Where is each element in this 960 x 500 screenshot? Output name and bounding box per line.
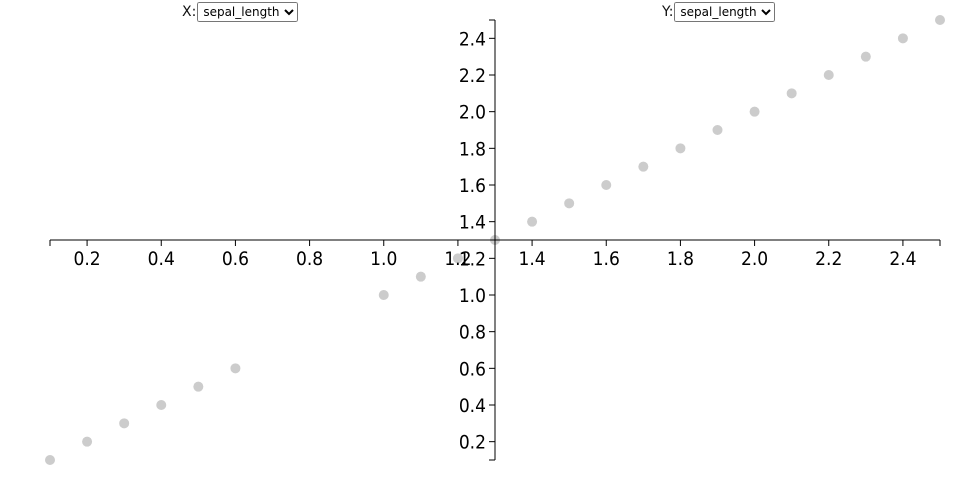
data-point: [45, 455, 55, 465]
data-point: [415, 271, 426, 282]
data-point: [230, 363, 241, 374]
y-tick-label: 1.0: [459, 285, 486, 307]
data-point: [897, 33, 908, 44]
y-axis-control: Y: sepal_length: [662, 2, 776, 22]
y-tick-label: 0.8: [459, 322, 486, 344]
y-tick-label: 0.6: [459, 358, 486, 380]
data-point: [935, 15, 945, 25]
x-axis: 0.2 0.4 0.6 0.8 1.0 1.2 1.4 1.6 1.8 2.0 2.2 2.4: [49, 239, 941, 270]
x-tick-label: 0.2: [73, 248, 100, 270]
data-point: [860, 51, 871, 62]
data-point: [638, 161, 649, 172]
data-point: [119, 418, 130, 429]
x-tick-label: 1.4: [518, 248, 545, 270]
y-tick-label: 2.2: [459, 65, 486, 87]
x-tick-label: 1.8: [667, 248, 694, 270]
data-point: [601, 180, 612, 190]
data-point: [564, 198, 575, 209]
y-tick-label: 1.2: [459, 248, 486, 270]
y-tick-label: 1.8: [459, 138, 486, 160]
data-point: [823, 70, 834, 80]
x-tick-label: 0.4: [148, 248, 175, 270]
y-tick-label: 2.0: [459, 102, 486, 124]
points-layer: [45, 15, 945, 465]
x-tick-label: 0.6: [222, 248, 249, 270]
x-tick-label: 0.8: [296, 248, 323, 270]
y-axis: 0.2 0.4 0.6 0.8 1.0 1.2 1.4 1.6 1.8 2.0 2.2 2.4: [459, 19, 496, 461]
x-tick-label: 1.2: [444, 248, 471, 270]
x-axis-control: X: sepal_length: [182, 2, 299, 22]
data-point: [452, 253, 463, 264]
data-point: [156, 400, 167, 410]
x-axis-select[interactable]: sepal_length: [197, 2, 299, 22]
y-axis-label: Y:: [662, 4, 674, 20]
y-tick-label: 0.4: [459, 395, 486, 417]
y-tick-label: 1.6: [459, 175, 486, 197]
data-point: [378, 290, 389, 300]
data-point: [82, 436, 93, 447]
x-tick-label: 2.2: [815, 248, 842, 270]
y-tick-label: 0.2: [459, 432, 486, 454]
y-axis-select[interactable]: sepal_length: [674, 2, 776, 22]
data-point: [786, 88, 797, 99]
x-axis-label: X:: [182, 4, 197, 20]
data-point: [527, 216, 538, 227]
x-tick-label: 2.4: [889, 248, 916, 270]
data-point: [749, 106, 760, 117]
x-tick-label: 1.6: [593, 248, 620, 270]
data-point: [675, 143, 686, 154]
y-tick-label: 1.4: [459, 212, 486, 234]
x-tick-label: 2.0: [741, 248, 768, 270]
y-tick-label: 2.4: [459, 28, 486, 50]
x-tick-label: 1.0: [370, 248, 397, 270]
data-point: [193, 381, 204, 392]
data-point: [712, 125, 723, 135]
